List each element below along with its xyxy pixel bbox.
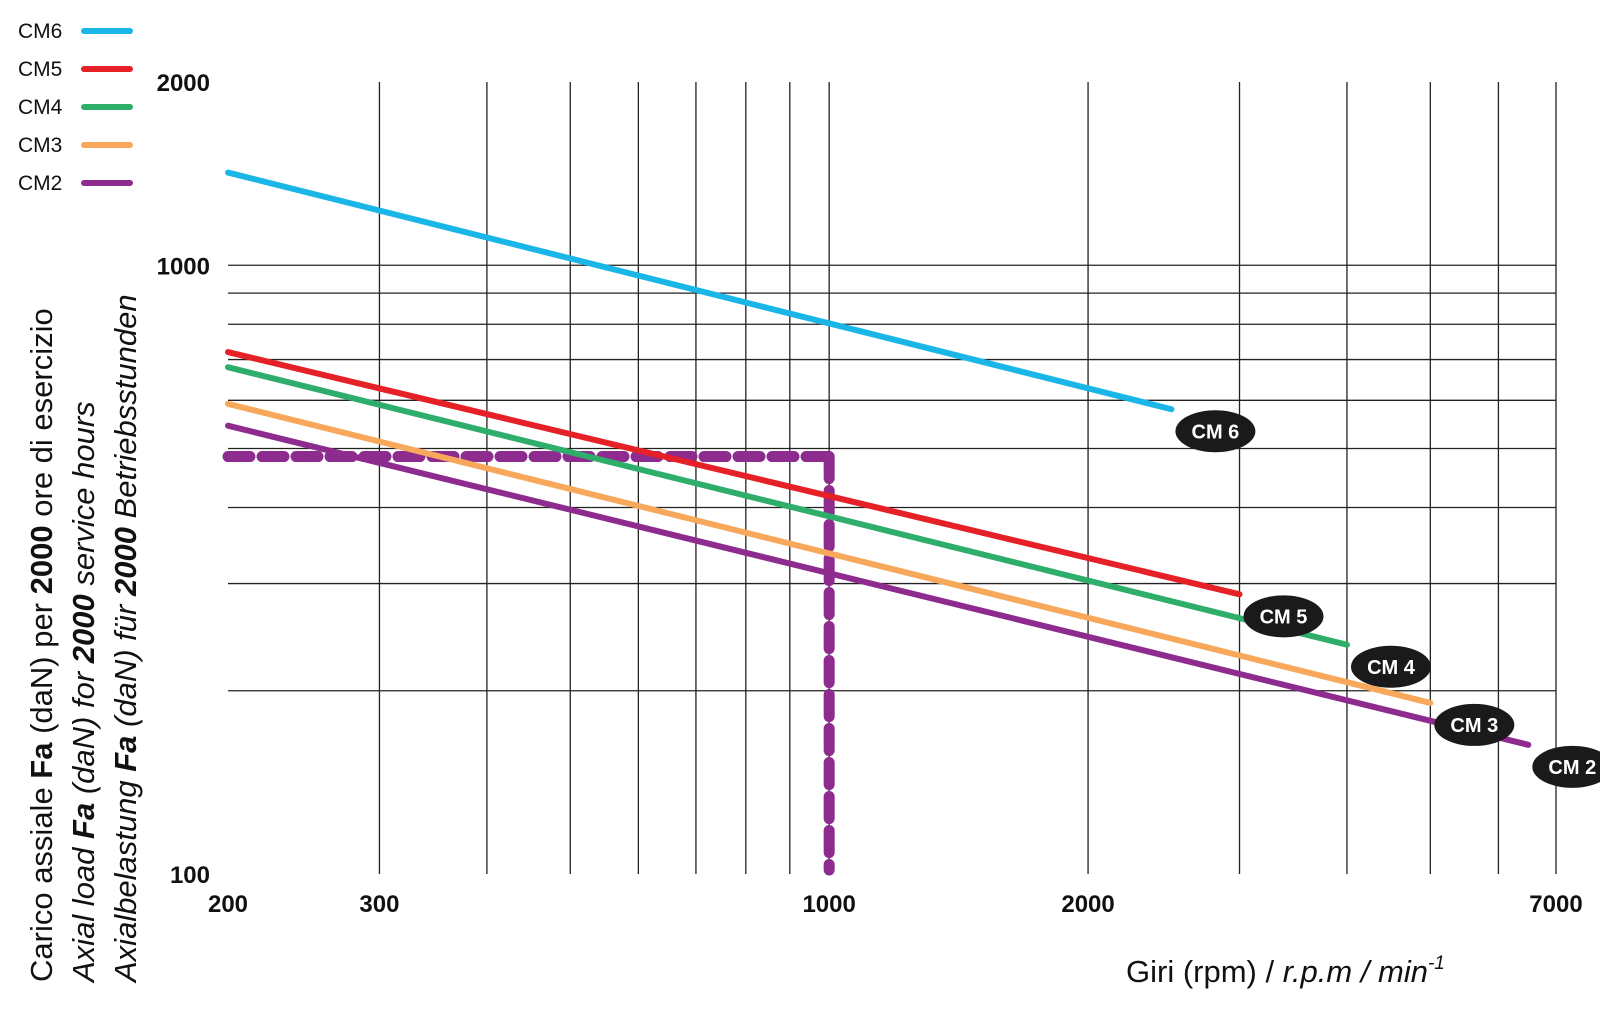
series-line-cm3	[225, 400, 1434, 706]
series-end-label-cm4: CM 4	[1350, 645, 1431, 688]
series-line-cm4	[225, 364, 1350, 648]
axis-tick-labels: 200 300 1000 2000 7000 100 1000 2000	[157, 70, 1583, 918]
legend-item-cm4: CM4	[18, 96, 133, 119]
x-tick-label: 2000	[1061, 891, 1114, 918]
legend-label: CM4	[18, 96, 63, 119]
y-tick-label: 100	[170, 862, 210, 889]
legend-label: CM6	[18, 20, 62, 43]
legend-item-cm2: CM2	[18, 172, 133, 195]
series-lines	[225, 169, 1532, 748]
legend-item-cm5: CM5	[18, 58, 133, 81]
end-label-text: CM 2	[1548, 757, 1596, 779]
x-tick-label: 7000	[1529, 891, 1582, 918]
end-label-text: CM 4	[1367, 657, 1416, 679]
example-reading-guides	[222, 451, 835, 876]
y-axis-label-de: Axialbelastung Fa (daN) für 2000 Betrieb…	[108, 294, 143, 984]
series-end-label-cm6: CM 6	[1175, 410, 1256, 453]
end-label-badge	[1434, 703, 1515, 746]
y-axis-label-en: Axial load Fa (daN) for 2000 service hou…	[66, 401, 101, 984]
x-axis-label: Giri (rpm) / r.p.m / min-1	[1126, 953, 1445, 989]
end-label-badge	[1532, 745, 1600, 788]
series-end-label-cm3: CM 3	[1434, 703, 1515, 746]
series-end-labels: CM 6 CM 5 CM 4 CM 3 CM 2	[1175, 410, 1600, 788]
legend-item-cm6: CM6	[18, 20, 133, 43]
y-tick-label: 1000	[157, 253, 210, 280]
legend-item-cm3: CM3	[18, 134, 133, 157]
x-tick-label: 1000	[802, 891, 855, 918]
end-label-text: CM 5	[1260, 606, 1308, 628]
end-label-text: CM 3	[1450, 715, 1498, 737]
y-axis-label-it: Carico assiale Fa (daN) per 2000 ore di …	[24, 308, 59, 982]
end-label-badge	[1243, 595, 1324, 638]
x-tick-label: 200	[208, 891, 248, 918]
legend-label: CM2	[18, 172, 62, 195]
series-end-label-cm5: CM 5	[1243, 595, 1324, 638]
series-end-label-cm2: CM 2	[1532, 745, 1600, 788]
legend: CM6 CM5 CM4 CM3 CM2	[18, 20, 133, 195]
x-tick-label: 300	[359, 891, 399, 918]
end-label-badge	[1350, 645, 1431, 688]
legend-label: CM5	[18, 58, 62, 81]
grid	[228, 82, 1557, 874]
series-line-cm6	[225, 169, 1175, 413]
legend-label: CM3	[18, 134, 62, 157]
series-line-cm2	[225, 422, 1532, 748]
y-tick-label: 2000	[157, 70, 210, 97]
series-line-cm5	[225, 349, 1243, 598]
end-label-text: CM 6	[1192, 421, 1240, 443]
end-label-badge	[1175, 410, 1256, 453]
